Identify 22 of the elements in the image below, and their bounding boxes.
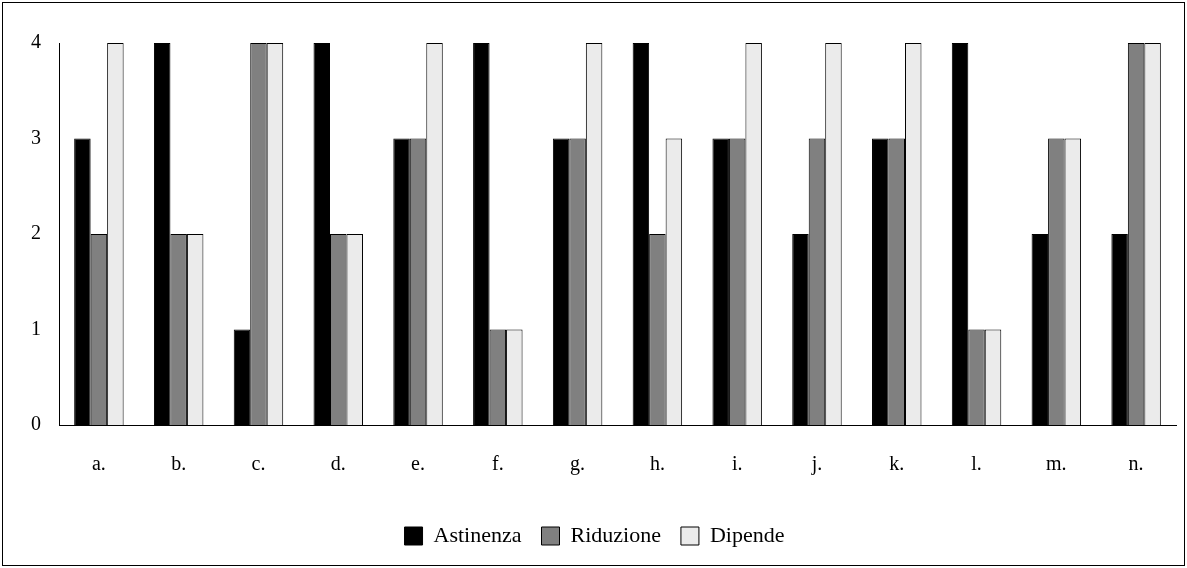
x-tick-label: m. bbox=[1046, 452, 1067, 475]
x-tick-label: e. bbox=[411, 452, 425, 475]
x-tick-label: i. bbox=[731, 452, 743, 475]
x-tick-label: j. bbox=[810, 452, 823, 476]
legend-label: Astinenza bbox=[433, 521, 522, 547]
x-tick-label: g. bbox=[570, 452, 586, 476]
x-tick-label: f. bbox=[491, 452, 504, 475]
x-tick-label: a. bbox=[91, 452, 106, 475]
x-tick-label: l. bbox=[971, 452, 982, 475]
x-tick-label: b. bbox=[171, 452, 187, 475]
y-tick-label: 2 bbox=[31, 221, 41, 244]
x-tick-label: k. bbox=[889, 452, 905, 475]
x-tick-label: h. bbox=[649, 452, 665, 475]
y-tick-label: 1 bbox=[31, 316, 41, 339]
legend-label: Dipende bbox=[709, 521, 785, 547]
y-tick-label: 0 bbox=[31, 412, 41, 435]
x-tick-label: n. bbox=[1128, 452, 1144, 475]
y-tick-label: 3 bbox=[31, 125, 41, 148]
legend-label: Riduzione bbox=[570, 521, 661, 547]
y-tick-label: 4 bbox=[31, 30, 41, 53]
x-tick-label: c. bbox=[251, 452, 266, 475]
x-tick-label: d. bbox=[330, 452, 346, 475]
